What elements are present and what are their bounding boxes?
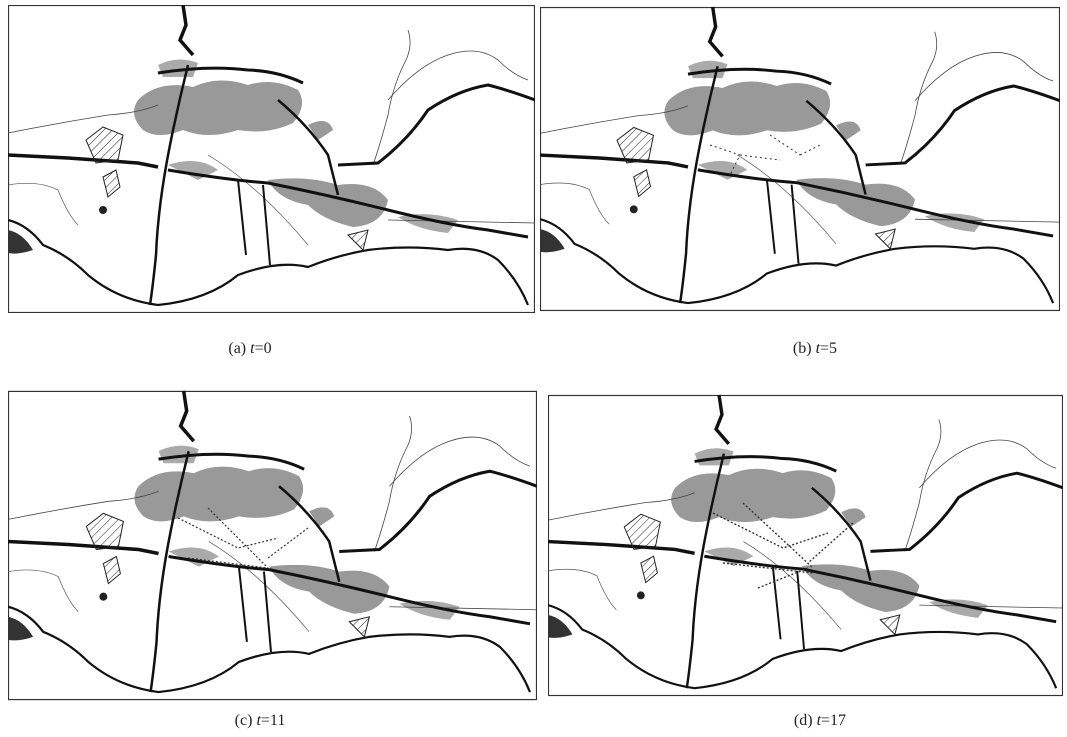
caption: (c) t=11 xyxy=(160,712,360,730)
map-panel xyxy=(8,388,537,703)
map-panel xyxy=(540,5,1060,313)
map-panel xyxy=(8,5,535,313)
caption: (b) t=5 xyxy=(715,340,915,358)
caption: (d) t=17 xyxy=(720,712,920,730)
caption-part: (b) xyxy=(793,340,812,357)
caption: (a) t=0 xyxy=(150,340,350,358)
caption-part: =5 xyxy=(820,340,837,357)
map-panel xyxy=(548,388,1063,703)
caption-part: =11 xyxy=(261,712,285,729)
caption-part: (c) xyxy=(235,712,253,729)
caption-part: (d) xyxy=(794,712,813,729)
caption-part: =0 xyxy=(255,340,272,357)
caption-part: (a) xyxy=(228,340,246,357)
caption-part: =17 xyxy=(821,712,846,729)
figure: (a) t=0 (b) t=5 (c) t=11 (d) t=17 (() =>… xyxy=(0,0,1067,737)
